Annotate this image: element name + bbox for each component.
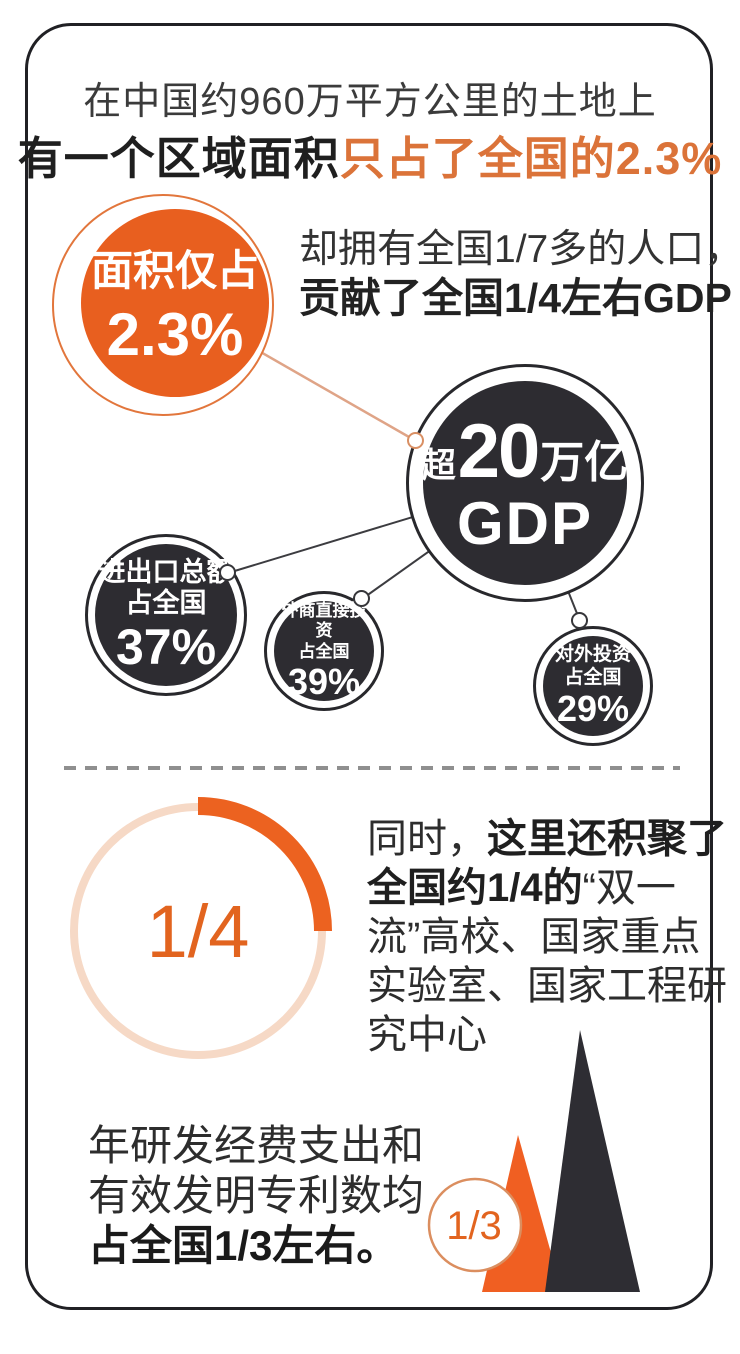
node-outbound (571, 612, 588, 629)
rnd-line: 占全国1/3左右。 (88, 1212, 424, 1269)
rnd-text: 年研发经费支出和 有效发明专利数均 占全国1/3左右。 (88, 1112, 424, 1269)
gdp-circle: 超 20 万亿 GDP (422, 381, 629, 585)
header-line2-black: 有一个区域面积 (17, 133, 340, 184)
stat-circle-outbound: 对外投资 占全国 29% (543, 636, 643, 736)
stat-fdi-value: 39% (287, 661, 361, 703)
stat-outbound-line1: 对外投资 (554, 643, 631, 665)
header-line1: 在中国约960万平方公里的土地上 (83, 81, 657, 123)
intro-line2: 贡献了全国1/4左右GDP (299, 275, 732, 321)
rnd-text-normal: 年研发经费支出和 (88, 1122, 425, 1169)
node-area-gdp (407, 432, 424, 449)
stat-imports-line1: 进出口总额 (98, 556, 234, 587)
rnd-line: 有效发明专利数均 (88, 1162, 424, 1219)
stat-imports-value: 37% (115, 618, 217, 675)
node-imports (219, 564, 236, 581)
edu-text: 究中心 (367, 1013, 487, 1057)
education-line: 全国约1/4的“双一 (367, 855, 727, 910)
edu-text: 实验室、国家工程研 (367, 964, 727, 1008)
stat-circle-fdi: 外商直接投资 占全国 39% (274, 601, 374, 701)
stat-imports-line2: 占全国 (125, 587, 207, 618)
education-line: 同时，这里还积聚了 (367, 806, 727, 861)
header-line2: 有一个区域面积只占了全国的2.3% (0, 122, 740, 187)
gdp-prefix: 超 (421, 447, 456, 485)
header-line2-orange: 只占了全国的2.3% (339, 133, 723, 184)
gdp-number: 20 (457, 409, 541, 494)
edu-text: 同时， (367, 817, 487, 861)
education-line: 究中心 (367, 1002, 727, 1057)
stat-outbound-line2: 占全国 (564, 666, 622, 688)
gdp-label: GDP (456, 490, 594, 557)
edu-text-bold: 全国约1/4的 (367, 866, 583, 910)
third-badge-circle (427, 1177, 523, 1273)
edu-text: 流”高校、国家重点 (367, 915, 701, 959)
dark-mountain (545, 1030, 640, 1292)
stat-circle-imports: 进出口总额 占全国 37% (95, 544, 237, 686)
rnd-text-normal: 有效发明专利数均 (88, 1172, 425, 1219)
quarter-ring-arc (197, 797, 332, 932)
stat-fdi-line1: 外商直接投资 (281, 601, 367, 641)
area-circle-value: 2.3% (106, 301, 244, 368)
area-circle-label: 面积仅占 (90, 247, 259, 294)
edu-text: “双一 (582, 866, 676, 910)
area-circle: 面积仅占 2.3% (81, 209, 269, 397)
stat-fdi-line2: 占全国 (298, 641, 350, 661)
node-fdi (353, 590, 370, 607)
education-line: 流”高校、国家重点 (367, 904, 727, 959)
stat-outbound-value: 29% (556, 688, 630, 730)
gdp-unit: 万亿 (540, 438, 629, 487)
education-line: 实验室、国家工程研 (367, 953, 727, 1008)
quarter-ring-value: 1/4 (146, 890, 250, 973)
rnd-text-bold: 占全国1/3左右。 (88, 1222, 399, 1269)
third-badge-value: 1/3 (446, 1204, 502, 1248)
education-text: 同时，这里还积聚了 全国约1/4的“双一 流”高校、国家重点 实验室、国家工程研… (367, 806, 727, 1057)
gdp-amount: 超 20 万亿 (422, 408, 629, 495)
rnd-line: 年研发经费支出和 (88, 1112, 424, 1169)
edu-text-bold: 这里还积聚了 (487, 817, 727, 861)
intro-line1: 却拥有全国1/7多的人口， (299, 228, 740, 271)
